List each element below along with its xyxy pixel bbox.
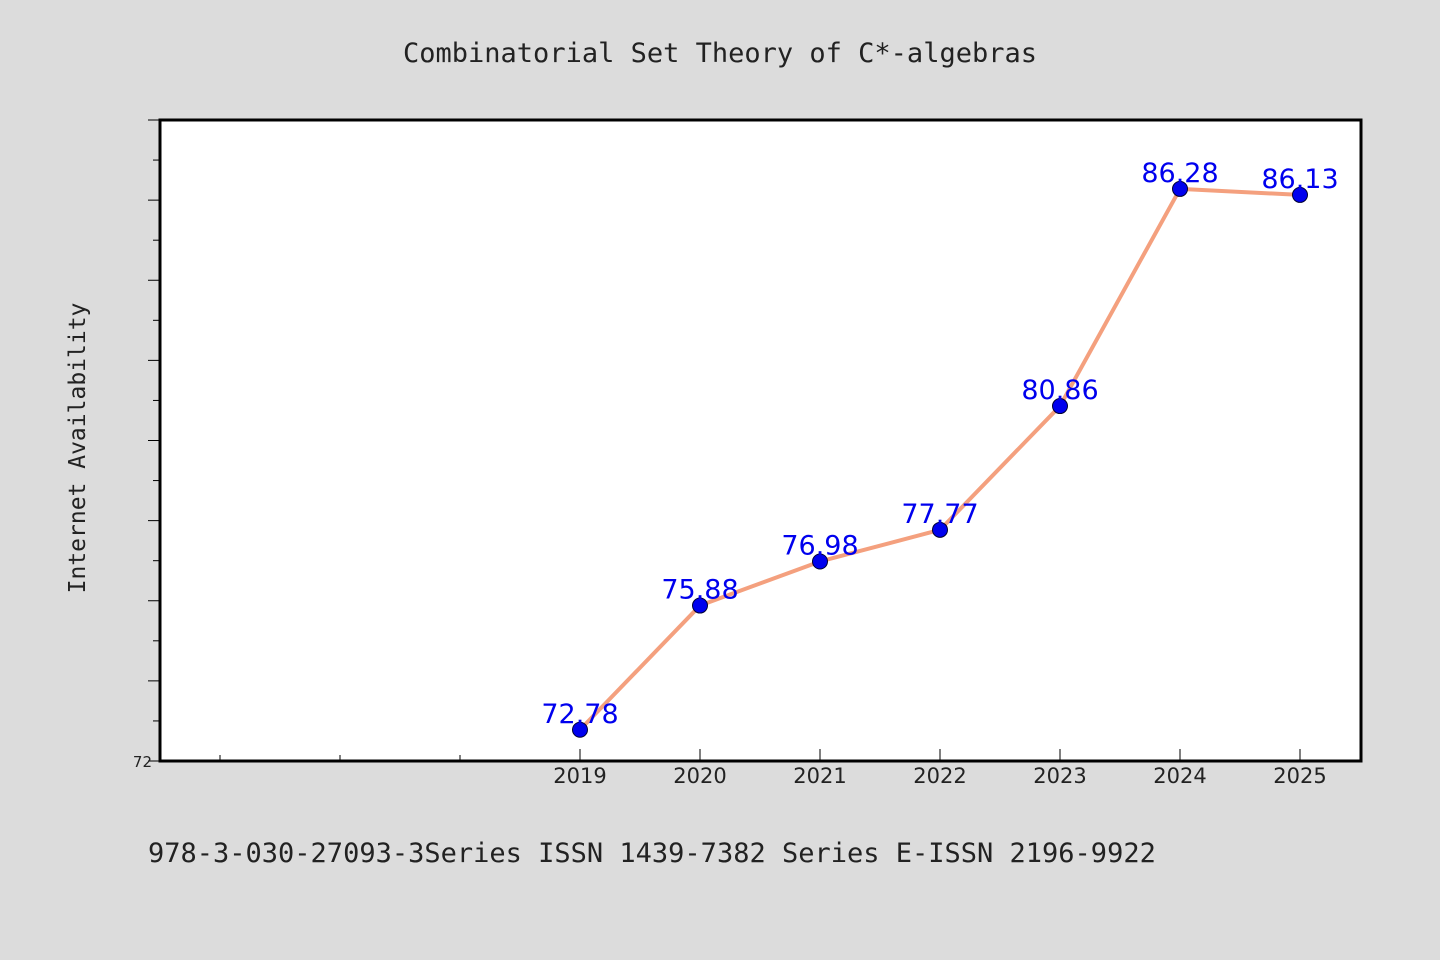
data-point [692, 597, 708, 614]
data-point [1052, 398, 1068, 415]
data-point [1292, 186, 1308, 203]
plot-area [158, 118, 1363, 763]
x-tick-label: 2023 [1033, 764, 1086, 788]
x-tick-label: 2025 [1273, 764, 1326, 788]
data-point [572, 721, 588, 738]
data-markers [572, 180, 1308, 738]
x-axis-tick-labels: 2019 2020 2021 2022 2023 2024 2025 [553, 749, 1327, 788]
data-label: 77.77 [901, 499, 978, 530]
x-tick-label: 2022 [913, 764, 966, 788]
data-label: 75.88 [661, 575, 738, 606]
data-label: 72.78 [541, 699, 618, 730]
x-tick-label: 2019 [553, 764, 606, 788]
data-point [1172, 180, 1188, 197]
data-label: 86.28 [1141, 158, 1218, 189]
y-axis-label: Internet Availability [65, 303, 91, 594]
x-tick-label: 2021 [793, 764, 846, 788]
y-axis-tick-labels: 72 [133, 753, 152, 771]
x-axis-minor-ticks [219, 755, 461, 761]
y-axis-ticks [148, 119, 160, 762]
data-point [812, 553, 828, 570]
footer-text: 978-3-030-27093-3Series ISSN 1439-7382 S… [148, 838, 1156, 869]
data-label: 76.98 [781, 530, 858, 561]
y-tick-label: 72 [133, 753, 152, 771]
data-labels: 72.78 75.88 76.98 77.77 80.86 86.28 86.13 [541, 158, 1338, 730]
chart-title: Combinatorial Set Theory of C*-algebras [403, 38, 1037, 69]
data-label: 86.13 [1261, 164, 1338, 195]
x-tick-label: 2024 [1153, 764, 1206, 788]
x-tick-label: 2020 [673, 764, 726, 788]
data-label: 80.86 [1021, 375, 1098, 406]
data-point [932, 521, 948, 538]
